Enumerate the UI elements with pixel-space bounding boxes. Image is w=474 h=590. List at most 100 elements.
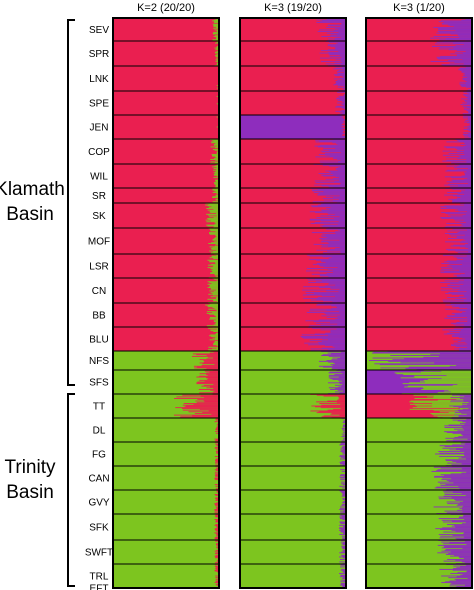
individual-streak — [334, 231, 346, 233]
individual-streak — [343, 533, 346, 535]
individual-streak — [343, 95, 346, 97]
population-block-sfs — [240, 369, 346, 395]
individual-streak — [325, 178, 346, 180]
individual-streak — [454, 414, 472, 416]
individual-streak — [323, 415, 346, 417]
individual-streak — [216, 502, 219, 504]
individual-streak — [215, 55, 219, 57]
individual-streak — [335, 176, 346, 178]
individual-streak — [446, 222, 472, 224]
individual-streak — [216, 568, 219, 570]
individual-streak — [331, 412, 346, 414]
individual-streak — [214, 322, 219, 324]
individual-streak — [320, 407, 346, 409]
individual-streak — [328, 283, 346, 285]
individual-streak — [207, 205, 219, 207]
individual-streak — [334, 384, 346, 386]
individual-streak — [451, 520, 472, 522]
individual-streak — [465, 222, 472, 224]
individual-streak — [214, 162, 219, 164]
individual-streak — [216, 328, 219, 330]
individual-streak — [332, 367, 346, 369]
individual-streak — [329, 53, 346, 55]
individual-streak — [431, 413, 472, 415]
individual-streak — [469, 137, 472, 139]
individual-streak — [457, 509, 472, 511]
individual-streak — [309, 258, 346, 260]
individual-streak — [446, 440, 472, 442]
population-block-mof — [113, 227, 219, 255]
individual-streak — [332, 357, 346, 359]
individual-streak — [213, 331, 219, 333]
individual-streak — [445, 437, 472, 439]
individual-streak — [215, 52, 219, 54]
individual-streak — [339, 521, 346, 523]
individual-streak — [342, 494, 346, 496]
population-block-wil — [240, 163, 346, 189]
individual-streak — [459, 269, 472, 271]
individual-streak — [215, 243, 219, 245]
individual-streak — [328, 24, 346, 26]
individual-streak — [341, 436, 346, 438]
individual-streak — [341, 516, 346, 518]
individual-streak — [335, 318, 346, 320]
individual-streak — [209, 317, 219, 318]
individual-streak — [450, 322, 472, 324]
individual-streak — [463, 283, 472, 285]
individual-streak — [461, 561, 472, 563]
individual-streak — [339, 476, 346, 478]
individual-streak — [342, 586, 346, 588]
population-bar-spr — [113, 41, 219, 66]
individual-streak — [327, 339, 346, 341]
individual-streak — [438, 58, 472, 60]
individual-streak — [458, 457, 472, 459]
individual-streak — [216, 547, 219, 549]
individual-streak — [216, 50, 219, 52]
individual-streak — [453, 342, 472, 344]
individual-streak — [343, 115, 346, 117]
individual-streak — [458, 556, 472, 558]
individual-streak — [453, 406, 472, 408]
individual-streak — [392, 359, 472, 361]
population-block-spe — [240, 90, 346, 116]
population-label-gvy: GVY — [88, 498, 109, 509]
individual-streak — [459, 422, 472, 424]
individual-streak — [460, 143, 472, 145]
individual-streak — [464, 295, 472, 297]
individual-streak — [458, 35, 472, 37]
individual-streak — [327, 49, 346, 51]
individual-streak — [468, 120, 472, 122]
individual-streak — [469, 108, 472, 110]
individual-streak — [316, 249, 346, 251]
individual-streak — [211, 256, 219, 258]
individual-streak — [216, 240, 219, 242]
individual-streak — [335, 391, 346, 393]
individual-streak — [465, 66, 472, 68]
individual-streak — [340, 564, 346, 566]
individual-streak — [340, 514, 346, 516]
individual-streak — [463, 145, 472, 147]
population-bar-lsr — [113, 254, 219, 278]
individual-streak — [465, 341, 472, 343]
individual-streak — [306, 312, 346, 313]
individual-streak — [333, 74, 346, 76]
population-block-tt — [240, 393, 346, 419]
individual-streak — [327, 38, 346, 40]
individual-streak — [455, 526, 472, 528]
individual-streak — [325, 262, 346, 264]
individual-streak — [322, 236, 346, 238]
individual-streak — [213, 324, 219, 326]
individual-streak — [209, 318, 219, 320]
individual-streak — [211, 248, 219, 250]
population-label-dl: DL — [93, 426, 106, 437]
individual-streak — [212, 270, 219, 272]
individual-streak — [439, 353, 472, 355]
individual-streak — [338, 177, 346, 179]
individual-streak — [460, 574, 472, 576]
population-bar-lnk — [366, 66, 472, 91]
individual-streak — [341, 23, 346, 25]
individual-streak — [328, 387, 346, 389]
individual-streak — [458, 164, 472, 166]
population-label-blu: BLU — [89, 335, 108, 346]
individual-streak — [320, 203, 346, 205]
